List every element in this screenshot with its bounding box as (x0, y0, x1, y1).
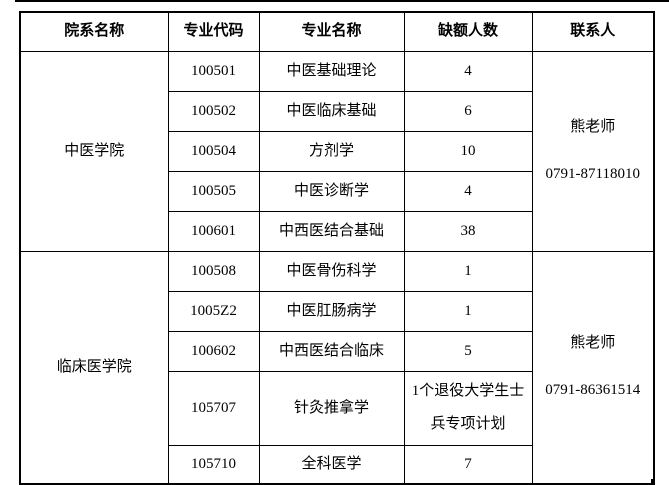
vacancy-cell: 38 (403, 210, 533, 252)
code-cell: 100601 (167, 210, 260, 252)
code-cell: 100502 (167, 90, 260, 132)
table-row: 100602 中西医结合临床 5 (20, 330, 654, 372)
vacancy-cell: 1 (403, 290, 533, 332)
contact-phone: 0791-86361514 (545, 382, 641, 398)
vacancy-cell: 10 (403, 130, 533, 172)
major-cell: 全科医学 (258, 444, 405, 484)
major-cell: 中医肛肠病学 (258, 290, 405, 332)
vacancy-cell: 6 (403, 90, 533, 132)
code-cell: 100505 (167, 170, 260, 212)
vacancy-cell: 1 (403, 250, 533, 292)
code-cell: 105710 (167, 444, 260, 484)
table-row: 105707 针灸推拿学 1个退役大学生士兵专项计划 (20, 370, 654, 446)
cropped-row-divider-top (15, 0, 669, 2)
vacancy-cell: 1个退役大学生士兵专项计划 (403, 370, 533, 446)
table-row: 100504 方剂学 10 (20, 130, 654, 172)
contact-cell: 熊老师 0791-87118010 (531, 50, 655, 252)
header-major: 专业名称 (258, 11, 405, 52)
header-department: 院系名称 (19, 11, 169, 52)
code-cell: 100504 (167, 130, 260, 172)
code-cell: 1005Z2 (167, 290, 260, 332)
vacancy-cell: 7 (403, 444, 533, 484)
vacancy-cell: 4 (403, 170, 533, 212)
code-cell: 100501 (167, 50, 260, 92)
code-cell: 100508 (167, 250, 260, 292)
table-row: 临床医学院 100508 中医骨伤科学 1 熊老师 0791-86361514 (19, 250, 655, 484)
contact-cell: 熊老师 0791-86361514 (531, 250, 655, 484)
table-row: 100601 中西医结合基础 38 (20, 210, 654, 252)
major-cell: 针灸推拿学 (258, 370, 405, 446)
table-row: 100505 中医诊断学 4 (20, 170, 654, 212)
department-cell: 临床医学院 (19, 250, 169, 484)
header-contact: 联系人 (531, 11, 655, 52)
header-row: 院系名称 专业代码 专业名称 缺额人数 联系人 (19, 11, 655, 52)
major-cell: 中医基础理论 (258, 50, 405, 92)
contact-name: 熊老师 (570, 119, 616, 135)
major-cell: 中西医结合临床 (258, 330, 405, 372)
department-cell: 中医学院 (19, 50, 169, 252)
contact-name: 熊老师 (570, 335, 616, 351)
header-vacancy: 缺额人数 (403, 11, 533, 52)
vacancy-table: 院系名称 专业代码 专业名称 缺额人数 联系人 中医学院 100501 中医基础… (19, 11, 655, 485)
contact-phone: 0791-87118010 (545, 166, 640, 182)
major-cell: 中医骨伤科学 (258, 250, 405, 292)
table-row: 105710 全科医学 7 (20, 444, 654, 484)
header-code: 专业代码 (167, 11, 260, 52)
code-cell: 105707 (167, 370, 260, 446)
major-cell: 方剂学 (258, 130, 405, 172)
vacancy-cell: 4 (403, 50, 533, 92)
code-cell: 100602 (167, 330, 260, 372)
major-cell: 中西医结合基础 (258, 210, 405, 252)
vacancy-cell: 5 (403, 330, 533, 372)
major-cell: 中医诊断学 (258, 170, 405, 212)
table-row: 中医学院 100501 中医基础理论 4 熊老师 0791-87118010 (19, 50, 655, 252)
major-cell: 中医临床基础 (258, 90, 405, 132)
